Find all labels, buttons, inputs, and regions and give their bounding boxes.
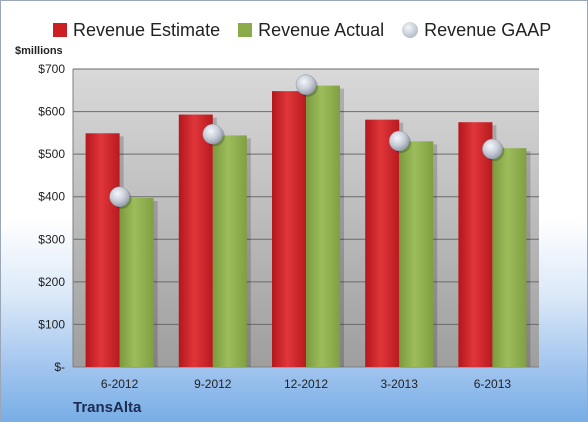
marker-revenue-gaap — [295, 74, 317, 96]
bar-revenue-actual — [306, 85, 340, 368]
y-axis-unit-label: $millions — [15, 45, 63, 57]
legend-swatch-estimate — [53, 23, 67, 37]
bar-revenue-actual — [119, 197, 154, 367]
legend-item-gaap: Revenue GAAP — [402, 20, 551, 41]
legend-marker-gaap — [402, 22, 419, 38]
y-tick-label: $400 — [38, 190, 65, 204]
bar-revenue-estimate — [272, 91, 306, 367]
legend-swatch-actual — [238, 23, 253, 37]
bar-revenue-estimate — [85, 133, 120, 367]
marker-revenue-gaap — [109, 186, 130, 207]
company-name: TransAlta — [73, 399, 142, 416]
x-tick-label: 9-2012 — [194, 377, 232, 391]
marker-revenue-gaap — [388, 130, 410, 152]
legend-item-actual: Revenue Actual — [238, 20, 384, 41]
legend-label-actual: Revenue Actual — [258, 19, 385, 40]
x-tick-label: 12-2012 — [284, 377, 328, 391]
bar-revenue-actual — [212, 135, 247, 367]
bar-revenue-estimate — [458, 122, 493, 367]
chart-legend: Revenue Estimate Revenue Actual Revenue … — [53, 19, 569, 41]
y-tick-label: $- — [54, 360, 65, 374]
y-tick-label: $300 — [38, 232, 65, 246]
x-tick-label: 6-2013 — [474, 377, 512, 391]
x-tick-label: 6-2012 — [101, 377, 139, 391]
y-tick-label: $600 — [38, 105, 65, 119]
y-tick-label: $100 — [38, 317, 65, 331]
y-tick-label: $500 — [38, 147, 65, 161]
legend-label-gaap: Revenue GAAP — [424, 19, 552, 40]
y-tick-label: $200 — [38, 275, 65, 289]
bar-revenue-actual — [492, 148, 527, 367]
legend-label-estimate: Revenue Estimate — [73, 19, 221, 40]
bar-revenue-estimate — [178, 114, 213, 368]
legend-item-estimate: Revenue Estimate — [53, 20, 220, 41]
bar-revenue-actual — [399, 141, 434, 367]
marker-revenue-gaap — [482, 138, 503, 160]
marker-revenue-gaap — [202, 123, 224, 145]
x-tick-label: 3-2013 — [381, 377, 419, 391]
y-tick-label: $700 — [38, 62, 65, 76]
bar-revenue-estimate — [365, 119, 400, 367]
